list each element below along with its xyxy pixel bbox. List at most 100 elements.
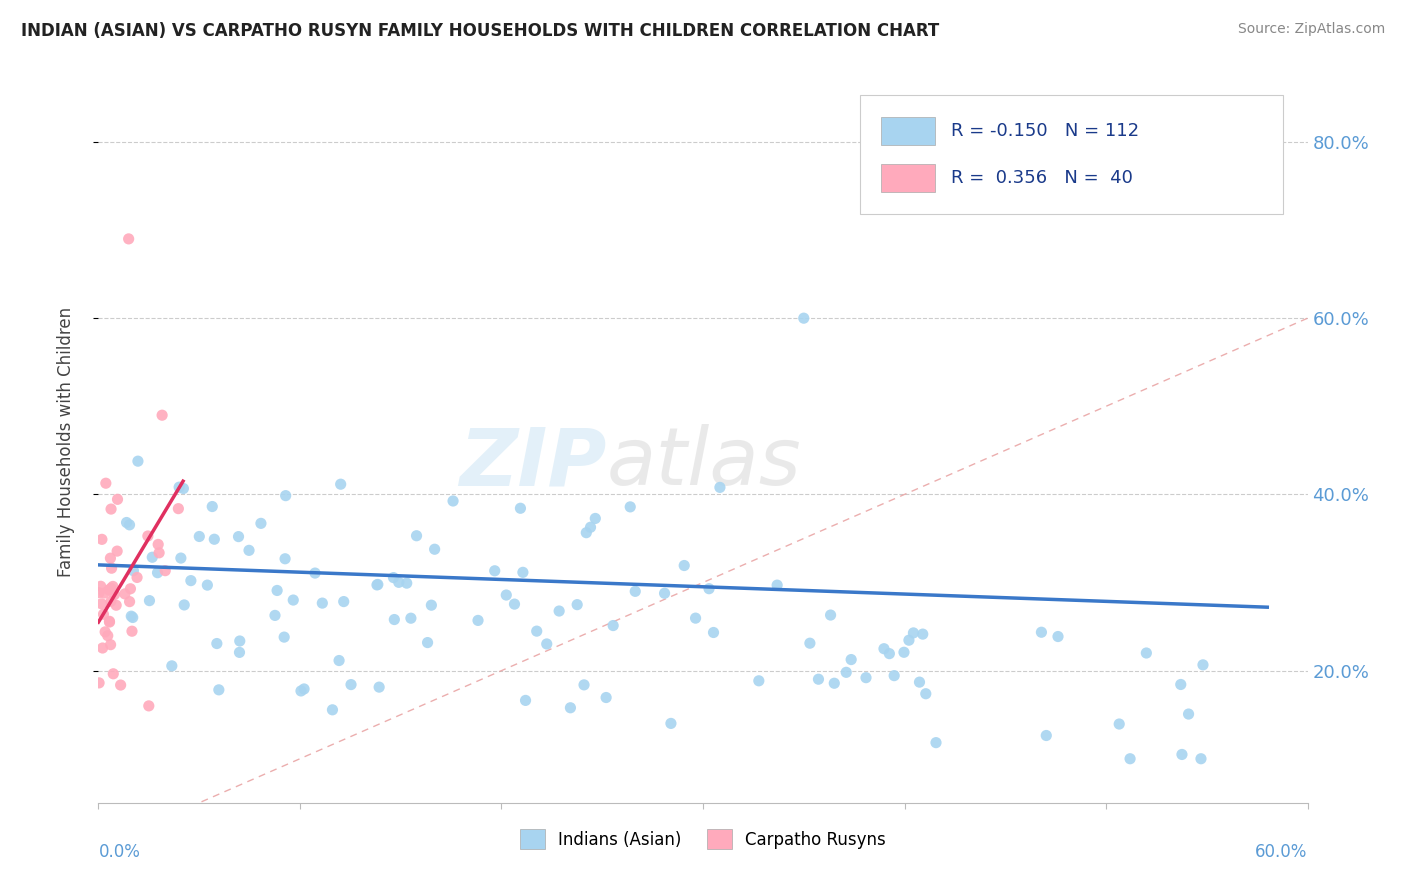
Point (560, 700, 582, 714)
Point (1046, 630, 1069, 644)
Point (120, 609, 142, 624)
Point (583, 511, 606, 525)
Text: R = -0.150   N = 112: R = -0.150 N = 112 (950, 122, 1139, 140)
Point (388, 575, 411, 590)
Point (94, 624, 117, 639)
Text: R =  0.356   N =  40: R = 0.356 N = 40 (950, 169, 1133, 186)
Text: atlas: atlas (606, 425, 801, 502)
Point (1189, 752, 1212, 766)
Point (835, 665, 858, 680)
Point (1135, 646, 1157, 660)
Point (515, 693, 537, 707)
Point (897, 633, 920, 648)
Point (659, 716, 682, 731)
Point (122, 564, 145, 578)
Point (1119, 752, 1142, 766)
Point (202, 533, 225, 547)
Point (595, 690, 617, 705)
Point (903, 626, 925, 640)
Point (467, 614, 489, 628)
Point (399, 611, 422, 625)
Point (110, 678, 132, 692)
Point (114, 587, 136, 601)
Point (98, 582, 121, 597)
Point (1031, 625, 1053, 640)
Point (709, 480, 731, 494)
Point (91, 640, 114, 655)
Point (673, 558, 696, 573)
Point (138, 593, 160, 607)
Point (685, 611, 707, 625)
Point (100, 551, 122, 566)
Point (332, 594, 354, 608)
Point (702, 625, 724, 640)
Point (883, 668, 905, 682)
Point (602, 618, 624, 632)
Point (274, 489, 297, 503)
Y-axis label: Family Households with Children: Family Households with Children (56, 307, 75, 576)
Point (208, 682, 231, 697)
Point (420, 598, 443, 612)
Point (292, 681, 315, 696)
Point (118, 517, 141, 532)
Point (366, 578, 388, 592)
Point (115, 516, 138, 530)
Point (823, 676, 845, 690)
Point (1171, 747, 1194, 762)
Point (382, 613, 405, 627)
Point (98, 615, 121, 629)
Point (274, 551, 297, 566)
Legend: Indians (Asian), Carpatho Rusyns: Indians (Asian), Carpatho Rusyns (513, 822, 893, 856)
Point (1170, 677, 1192, 691)
Point (100, 561, 122, 575)
Point (120, 582, 142, 596)
Point (167, 480, 190, 494)
Point (799, 636, 821, 650)
Point (160, 658, 183, 673)
Point (321, 703, 343, 717)
Point (820, 608, 842, 623)
Point (311, 596, 333, 610)
Point (90, 533, 112, 547)
Point (575, 525, 598, 540)
Point (509, 501, 531, 516)
Point (101, 579, 124, 593)
Point (624, 584, 647, 599)
Point (512, 566, 534, 580)
Point (748, 673, 770, 688)
Point (619, 500, 641, 514)
Point (188, 529, 211, 543)
Point (173, 598, 195, 612)
Point (87, 585, 110, 599)
Point (118, 232, 141, 246)
Point (228, 530, 250, 544)
Point (172, 482, 194, 496)
Point (195, 578, 218, 592)
Point (340, 677, 363, 691)
Text: 60.0%: 60.0% (1256, 843, 1308, 861)
Point (150, 408, 173, 422)
Point (97, 629, 120, 643)
Point (855, 671, 877, 685)
Point (100, 594, 122, 608)
Point (914, 687, 936, 701)
Point (107, 492, 129, 507)
Point (395, 576, 418, 591)
Point (238, 543, 260, 558)
Point (382, 571, 405, 585)
Point (94, 476, 117, 491)
Point (484, 564, 506, 578)
Point (1177, 707, 1199, 722)
Point (146, 566, 169, 580)
Point (148, 537, 170, 551)
Point (250, 516, 273, 531)
Point (329, 477, 352, 491)
Point (495, 588, 517, 602)
Point (90, 579, 112, 593)
Point (572, 678, 595, 692)
Point (228, 645, 250, 659)
Text: Source: ZipAtlas.com: Source: ZipAtlas.com (1237, 22, 1385, 37)
Point (807, 672, 830, 686)
Point (423, 542, 446, 557)
Point (103, 666, 125, 681)
